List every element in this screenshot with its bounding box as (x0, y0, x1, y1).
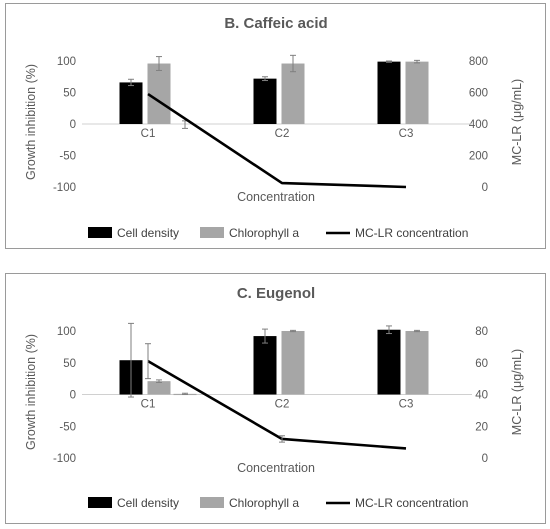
y-tick-label: -50 (59, 151, 76, 163)
legend-label: Cell density (117, 226, 179, 240)
y2-tick-label: 600 (469, 88, 488, 100)
bar (405, 61, 429, 124)
x-tick-label: C3 (399, 399, 414, 411)
chart-panel-eugenol: C. Eugenol Growth inhibition (%) MC-LR (… (5, 273, 546, 524)
legend-label: Chlorophyll a (229, 496, 299, 510)
bar (253, 336, 277, 395)
chart-title: C. Eugenol (237, 285, 315, 302)
legend: Cell density Chlorophyll a MC-LR concentra… (88, 496, 468, 510)
legend-swatch-chlorophyll (200, 227, 224, 238)
legend-swatch-cell-density (88, 497, 112, 508)
bar (405, 331, 429, 395)
y2-tick-label: 0 (482, 182, 488, 194)
y2-tick-label: 800 (469, 56, 488, 68)
x-tick-label: C2 (275, 128, 290, 140)
y2-axis-label: MC-LR (μg/mL) (510, 349, 524, 435)
y2-tick-label: 40 (475, 390, 488, 402)
bar (377, 61, 401, 124)
chart-caffeic-acid: B. Caffeic acid Growth inhibition (%) MC… (24, 15, 524, 240)
plot-area: -100 -50 0 50 100 0 20 40 60 80 C1 C2 C3 (53, 322, 488, 465)
y-tick-label: -100 (53, 182, 76, 194)
chart-eugenol: C. Eugenol Growth inhibition (%) MC-LR (… (24, 285, 524, 510)
legend-label: Cell density (117, 496, 179, 510)
y-tick-label: 0 (70, 119, 76, 131)
bar (281, 63, 305, 124)
x-tick-label: C1 (141, 399, 156, 411)
bar (119, 82, 143, 124)
chart-title: B. Caffeic acid (224, 15, 327, 32)
mc-lr-line (147, 92, 407, 189)
legend-swatch-cell-density (88, 227, 112, 238)
bar (377, 329, 401, 395)
bar (147, 63, 171, 124)
y-axis-label: Growth inhibition (%) (24, 64, 38, 180)
y-tick-label: 100 (57, 56, 76, 68)
y2-tick-label: 20 (475, 421, 488, 433)
y2-axis-label: MC-LR (μg/mL) (510, 79, 524, 165)
plot-area: -100 -50 0 50 100 0 200 400 600 800 C1 C2 C3 (53, 54, 488, 194)
y2-tick-label: 60 (475, 358, 488, 370)
legend-swatch-chlorophyll (200, 497, 224, 508)
y-tick-label: 50 (63, 358, 76, 370)
y2-tick-label: 80 (475, 326, 488, 338)
x-axis-label: Concentration (237, 190, 315, 204)
chart-panel-caffeic-acid: B. Caffeic acid Growth inhibition (%) MC… (5, 3, 546, 249)
bar (281, 331, 305, 395)
x-tick-label: C2 (275, 399, 290, 411)
y-tick-label: 0 (70, 390, 76, 402)
y-tick-label: 100 (57, 326, 76, 338)
bar (147, 381, 171, 395)
y2-tick-label: 200 (469, 151, 488, 163)
legend-label: Chlorophyll a (229, 226, 299, 240)
legend: Cell density Chlorophyll a MC-LR concentra… (88, 226, 468, 240)
bar (253, 78, 277, 124)
x-tick-label: C3 (399, 128, 414, 140)
legend-label: MC-LR concentration (355, 496, 468, 510)
y2-tick-label: 400 (469, 119, 488, 131)
x-tick-label: C1 (141, 128, 156, 140)
x-axis-label: Concentration (237, 461, 315, 475)
y2-tick-label: 0 (482, 453, 488, 465)
y-axis-label: Growth inhibition (%) (24, 334, 38, 450)
y-tick-label: -100 (53, 453, 76, 465)
y-tick-label: -50 (59, 421, 76, 433)
y-tick-label: 50 (63, 88, 76, 100)
legend-label: MC-LR concentration (355, 226, 468, 240)
